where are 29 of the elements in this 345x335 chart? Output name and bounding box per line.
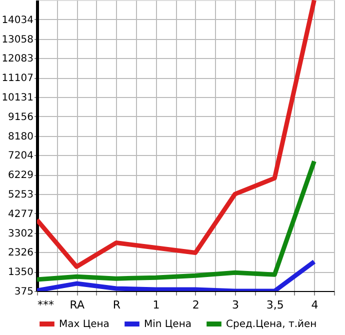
y-tick-label: 6229 bbox=[8, 170, 34, 182]
x-tick-label: 3 bbox=[232, 298, 239, 312]
x-tick-label: 2 bbox=[192, 298, 200, 312]
y-tick-label: 11107 bbox=[2, 73, 34, 84]
x-tick-label: 3,5 bbox=[266, 298, 284, 312]
y-tick-label: 14034 bbox=[2, 14, 34, 26]
y-tick-label: 2326 bbox=[8, 248, 34, 259]
legend-label: Max Цена bbox=[59, 319, 110, 330]
line-series bbox=[37, 159, 316, 282]
legend-label: Min Цена bbox=[144, 319, 192, 330]
y-tick-label: 9156 bbox=[8, 112, 34, 123]
x-tick-label: 1 bbox=[152, 298, 160, 312]
y-tick-label: 12083 bbox=[2, 54, 34, 65]
y-tick-label: 7204 bbox=[8, 150, 34, 162]
x-tick-label: RA bbox=[70, 298, 85, 312]
y-tick-label: 10131 bbox=[2, 92, 34, 104]
x-tick-label: R bbox=[112, 298, 121, 312]
legend-label: Сред.Цена, т.йен bbox=[226, 319, 317, 330]
line-series bbox=[37, 259, 316, 291]
y-tick-label: 4277 bbox=[8, 208, 34, 220]
x-tick-label: *** bbox=[38, 298, 54, 312]
y-tick-label: 13058 bbox=[2, 34, 34, 46]
y-tick-label: 5253 bbox=[8, 190, 34, 200]
y-tick-label: 1350 bbox=[8, 267, 34, 278]
y-tick-label: 3302 bbox=[8, 228, 34, 240]
y-tick-label: 8180 bbox=[8, 131, 34, 142]
x-tick-label: 4 bbox=[311, 298, 318, 312]
y-tick-label: 375 bbox=[14, 286, 34, 298]
line-series bbox=[37, 0, 316, 269]
